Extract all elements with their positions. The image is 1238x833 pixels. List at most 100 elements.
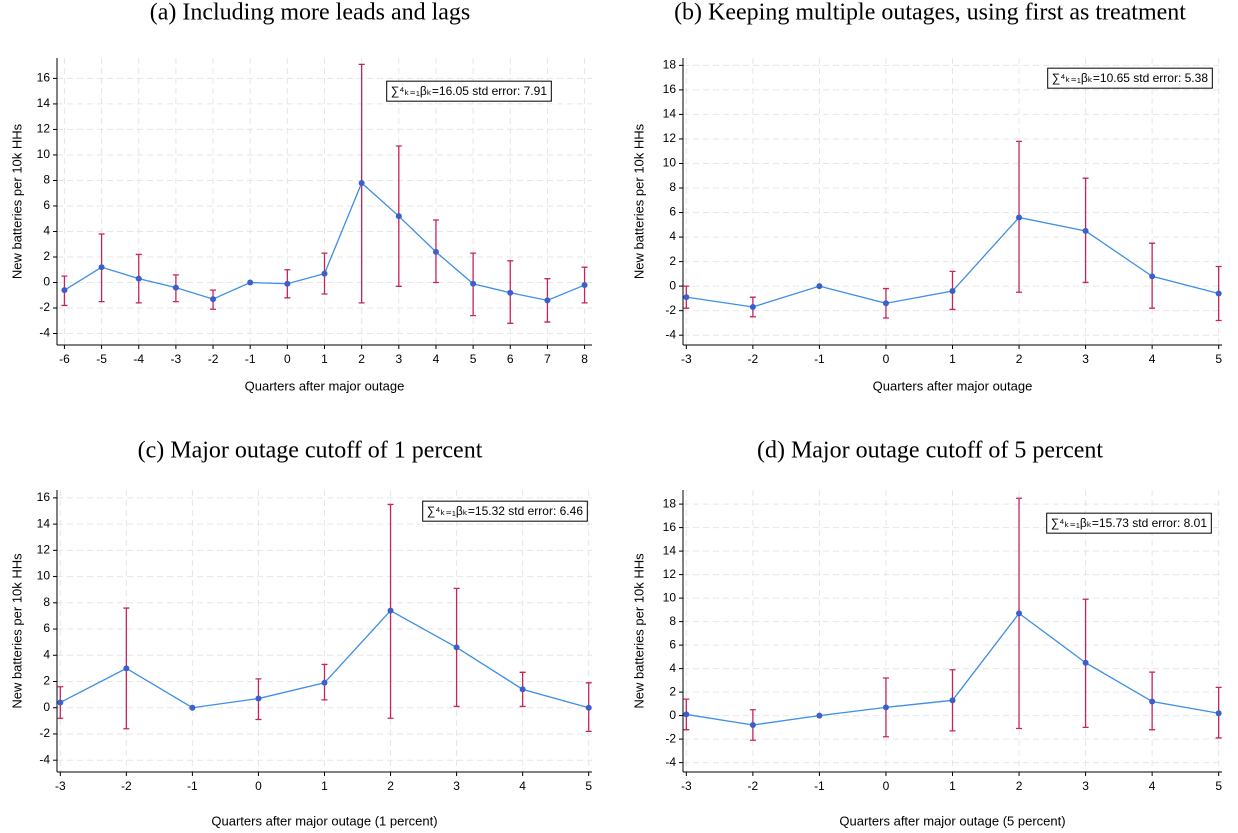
y-tick-label: -4 <box>39 752 50 766</box>
y-tick-label: 16 <box>663 82 677 96</box>
point <box>255 695 262 702</box>
y-tick-label: 2 <box>43 249 50 263</box>
x-tick-label: 1 <box>949 779 956 793</box>
point <box>358 180 365 187</box>
annotation: ∑⁴ₖ₌₁βₖ=16.05 std error: 7.91 <box>391 84 548 98</box>
x-tick-label: 2 <box>387 779 394 793</box>
x-tick-label: -2 <box>208 352 219 366</box>
point <box>387 607 394 614</box>
y-tick-label: 6 <box>669 205 676 219</box>
x-tick-label: -3 <box>55 779 66 793</box>
x-tick-label: 1 <box>321 352 328 366</box>
point <box>507 289 514 296</box>
x-tick-label: -3 <box>171 352 182 366</box>
y-tick-label: 10 <box>663 156 677 170</box>
point <box>470 280 477 287</box>
y-axis-label: New batteries per 10k HHs <box>9 553 24 709</box>
x-tick-label: 0 <box>284 352 291 366</box>
y-tick-label: 8 <box>669 180 676 194</box>
y-tick-label: -2 <box>39 726 50 740</box>
y-axis-label: New batteries per 10k HHs <box>631 123 646 279</box>
point <box>189 704 196 711</box>
x-tick-label: -5 <box>96 352 107 366</box>
y-tick-label: 12 <box>663 131 677 145</box>
x-tick-label: 1 <box>321 779 328 793</box>
point <box>1215 710 1222 717</box>
y-tick-label: -4 <box>39 326 50 340</box>
y-tick-label: 4 <box>43 224 50 238</box>
point <box>749 722 756 728</box>
y-tick-label: 16 <box>37 490 51 504</box>
x-tick-label: 4 <box>1149 352 1156 366</box>
annotation: ∑⁴ₖ₌₁βₖ=15.73 std error: 8.01 <box>1051 516 1208 530</box>
point <box>544 297 551 304</box>
x-tick-label: 5 <box>1215 352 1222 366</box>
point <box>432 248 439 255</box>
annotation-box <box>422 500 588 522</box>
y-tick-label: 2 <box>43 674 50 688</box>
x-tick-label: -2 <box>748 779 759 793</box>
x-tick-label: 0 <box>883 352 890 366</box>
y-tick-label: 10 <box>37 569 51 583</box>
point <box>683 711 690 718</box>
point <box>135 275 142 282</box>
chart-title: (d) Major outage cutoff of 5 percent <box>757 438 1103 464</box>
point <box>1082 227 1089 234</box>
x-tick-label: -1 <box>814 779 825 793</box>
x-tick-label: 3 <box>1082 779 1089 793</box>
y-tick-label: 12 <box>37 543 51 557</box>
point <box>61 287 68 294</box>
y-tick-label: 0 <box>669 278 676 292</box>
point <box>882 704 889 711</box>
y-tick-label: -4 <box>665 755 676 769</box>
y-tick-label: 10 <box>663 590 677 604</box>
y-tick-label: 18 <box>663 58 677 72</box>
y-tick-label: 4 <box>669 229 676 243</box>
x-tick-label: -3 <box>681 352 692 366</box>
point <box>1215 290 1222 297</box>
y-tick-label: 8 <box>669 614 676 628</box>
y-tick-label: 14 <box>663 543 677 557</box>
annotation-box <box>386 80 552 102</box>
chart-title: (b) Keeping multiple outages, using firs… <box>674 0 1186 26</box>
point <box>1149 698 1156 705</box>
point <box>949 697 956 704</box>
y-tick-label: -2 <box>665 303 676 317</box>
point <box>321 679 328 686</box>
y-tick-label: 4 <box>43 647 50 661</box>
point <box>172 284 179 291</box>
point <box>210 296 217 303</box>
x-axis-label: Quarters after major outage <box>245 378 405 393</box>
x-tick-label: -1 <box>187 779 198 793</box>
x-tick-label: -1 <box>245 352 256 366</box>
y-tick-label: 16 <box>37 71 51 85</box>
x-tick-label: -6 <box>59 352 70 366</box>
x-tick-label: -2 <box>121 779 132 793</box>
y-tick-label: 0 <box>43 275 50 289</box>
x-tick-label: 0 <box>255 779 262 793</box>
point <box>284 280 291 287</box>
x-tick-label: 8 <box>581 352 588 366</box>
point <box>453 644 460 651</box>
x-tick-label: -1 <box>814 352 825 366</box>
x-tick-label: 5 <box>1215 779 1222 793</box>
x-tick-label: -4 <box>133 352 144 366</box>
point <box>519 686 526 693</box>
x-tick-label: 1 <box>949 352 956 366</box>
x-tick-label: 4 <box>519 779 526 793</box>
x-tick-label: 7 <box>544 352 551 366</box>
x-tick-label: 2 <box>1016 779 1023 793</box>
point <box>395 213 402 220</box>
y-tick-label: 18 <box>663 496 677 510</box>
point <box>683 294 690 301</box>
point <box>321 270 328 277</box>
y-tick-label: -2 <box>665 731 676 745</box>
annotation-box <box>1047 67 1213 89</box>
y-tick-label: 0 <box>43 700 50 714</box>
point <box>123 665 130 672</box>
point <box>1082 659 1089 666</box>
y-tick-label: 8 <box>43 173 50 187</box>
x-tick-label: 5 <box>585 779 592 793</box>
point <box>1016 610 1023 617</box>
